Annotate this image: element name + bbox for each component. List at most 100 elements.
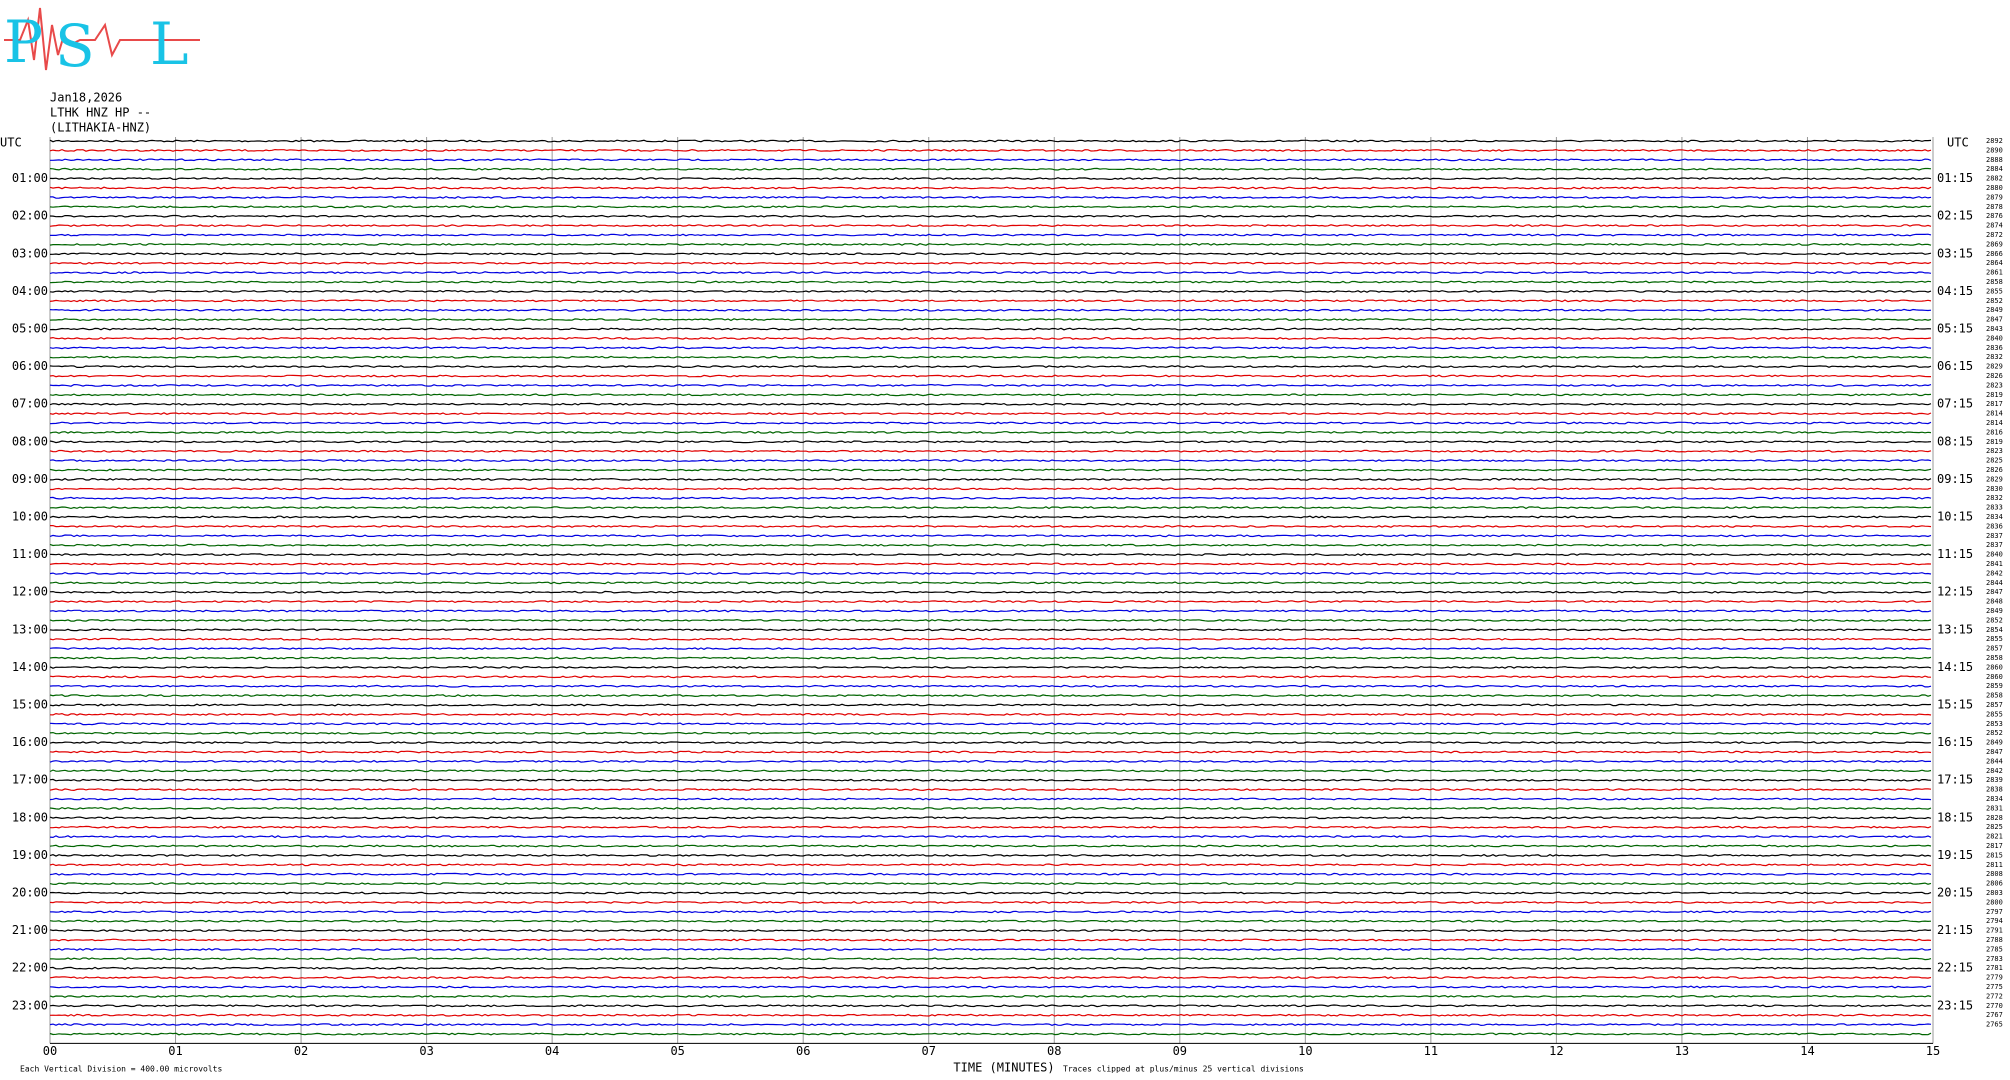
hour-label-left: 17:00 <box>12 773 48 787</box>
trace <box>49 289 1932 293</box>
trace <box>49 374 1931 378</box>
x-tick-label: 04 <box>545 1044 559 1058</box>
trace <box>49 412 1932 416</box>
trace <box>49 741 1932 745</box>
trace <box>49 1013 1932 1017</box>
trace <box>49 976 1932 980</box>
trace-number: 2836 <box>1986 344 2003 352</box>
utc-left: UTC <box>0 136 22 150</box>
trace-number: 2825 <box>1986 457 2003 465</box>
trace <box>49 365 1932 369</box>
trace <box>49 966 1932 970</box>
trace-number: 2857 <box>1986 645 2003 653</box>
trace-number: 2861 <box>1986 269 2003 277</box>
trace <box>49 468 1932 472</box>
trace <box>49 618 1932 622</box>
trace <box>49 242 1932 246</box>
hour-label-right: 22:15 <box>1937 961 1973 975</box>
trace <box>49 280 1932 284</box>
trace <box>49 637 1932 641</box>
trace <box>49 515 1932 519</box>
hour-label-right: 21:15 <box>1937 923 1973 937</box>
hour-label-left: 08:00 <box>12 434 48 448</box>
trace <box>49 957 1932 961</box>
trace-number: 2832 <box>1986 494 2003 502</box>
trace-number: 2880 <box>1986 184 2003 192</box>
trace <box>49 167 1932 171</box>
trace-number: 2826 <box>1986 372 2003 380</box>
logo-wave <box>4 7 200 71</box>
hour-label-left: 10:00 <box>12 510 48 524</box>
trace-number: 2853 <box>1986 720 2003 728</box>
hour-label-left: 05:00 <box>12 322 48 336</box>
trace <box>49 336 1932 340</box>
hour-label-left: 23:00 <box>12 998 48 1012</box>
trace <box>49 393 1932 397</box>
trace <box>49 891 1932 895</box>
trace-number: 2878 <box>1986 203 2003 211</box>
trace-number: 2874 <box>1986 222 2003 230</box>
trace <box>49 186 1932 190</box>
hour-label-left: 13:00 <box>12 622 48 636</box>
trace-number: 2837 <box>1986 532 2003 540</box>
hour-label-right: 19:15 <box>1937 848 1973 862</box>
hour-label-right: 05:15 <box>1937 322 1973 336</box>
trace <box>49 477 1932 481</box>
trace <box>49 177 1932 181</box>
trace-number: 2872 <box>1986 231 2003 239</box>
trace-number: 2803 <box>1986 889 2003 897</box>
trace-number: 2834 <box>1986 795 2003 803</box>
trace <box>49 534 1932 538</box>
trace <box>49 788 1932 792</box>
trace-number: 2864 <box>1986 259 2003 267</box>
trace-number: 2858 <box>1986 278 2003 286</box>
trace <box>49 440 1932 444</box>
trace <box>49 853 1932 857</box>
trace <box>49 694 1932 698</box>
trace <box>49 346 1932 350</box>
trace-number: 2832 <box>1986 353 2003 361</box>
trace-number: 2842 <box>1986 767 2003 775</box>
station: LTHK HNZ HP -- <box>50 106 151 120</box>
x-tick-label: 01 <box>168 1044 182 1058</box>
trace-number: 2866 <box>1986 250 2003 258</box>
trace-number: 2819 <box>1986 391 2003 399</box>
trace <box>49 919 1932 923</box>
hour-label-right: 20:15 <box>1937 886 1973 900</box>
trace-number: 2837 <box>1986 541 2003 549</box>
trace-number: 2834 <box>1986 513 2003 521</box>
hour-label-right: 11:15 <box>1937 547 1973 561</box>
trace <box>49 703 1932 707</box>
trace <box>49 299 1932 303</box>
trace-number: 2819 <box>1986 438 2003 446</box>
trace-number: 2797 <box>1986 908 2003 916</box>
trace-number: 2829 <box>1986 475 2003 483</box>
trace <box>49 355 1932 359</box>
trace <box>49 506 1932 510</box>
hour-label-right: 01:15 <box>1937 171 1973 185</box>
trace-number: 2836 <box>1986 522 2003 530</box>
logo-letter: S <box>55 12 95 80</box>
hour-label-left: 01:00 <box>12 171 48 185</box>
trace <box>49 553 1932 557</box>
trace-number: 2830 <box>1986 485 2003 493</box>
x-tick-label: 11 <box>1424 1044 1438 1058</box>
trace <box>49 797 1932 801</box>
trace <box>49 421 1932 425</box>
logo-letter: P <box>4 8 43 76</box>
trace-number: 2852 <box>1986 729 2003 737</box>
hour-label-left: 02:00 <box>12 209 48 223</box>
hour-label-right: 03:15 <box>1937 246 1973 260</box>
trace-number: 2840 <box>1986 334 2003 342</box>
trace <box>49 581 1932 585</box>
x-tick-label: 12 <box>1549 1044 1563 1058</box>
trace <box>49 449 1932 453</box>
trace-number: 2831 <box>1986 804 2003 812</box>
trace-number: 2888 <box>1986 156 2003 164</box>
trace-number: 2806 <box>1986 880 2003 888</box>
hour-label-right: 13:15 <box>1937 622 1973 636</box>
trace <box>49 947 1932 951</box>
trace <box>49 139 1932 143</box>
hour-label-right: 06:15 <box>1937 359 1973 373</box>
